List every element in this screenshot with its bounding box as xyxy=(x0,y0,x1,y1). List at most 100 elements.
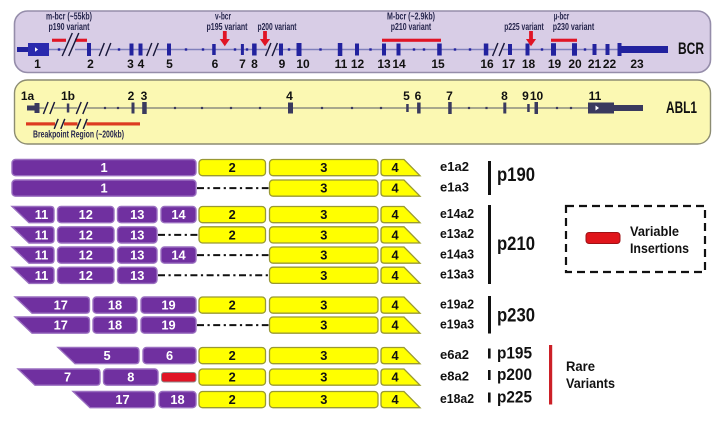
svg-text:19: 19 xyxy=(161,318,175,333)
svg-text:11: 11 xyxy=(589,89,602,103)
svg-text:µ-bcr: µ-bcr xyxy=(554,12,570,23)
svg-text:4: 4 xyxy=(391,392,399,407)
svg-text:18: 18 xyxy=(522,57,536,71)
svg-text:3: 3 xyxy=(127,57,134,71)
svg-text:e14a3: e14a3 xyxy=(440,246,474,261)
svg-text:4: 4 xyxy=(138,57,145,71)
svg-text:7: 7 xyxy=(64,370,71,385)
svg-text:15: 15 xyxy=(431,57,445,71)
svg-text:17: 17 xyxy=(54,298,68,313)
svg-text:2: 2 xyxy=(229,227,236,242)
svg-text:16: 16 xyxy=(480,57,494,71)
svg-text:4: 4 xyxy=(391,181,399,196)
svg-text:2: 2 xyxy=(229,207,236,222)
svg-text:ABL1: ABL1 xyxy=(666,99,697,117)
svg-text:e13a3: e13a3 xyxy=(440,267,474,282)
svg-text:8: 8 xyxy=(127,370,134,385)
svg-text:9: 9 xyxy=(522,89,529,103)
svg-text:19: 19 xyxy=(161,298,175,313)
svg-text:v-bcr: v-bcr xyxy=(215,12,231,23)
svg-text:4: 4 xyxy=(391,370,399,385)
svg-text:4: 4 xyxy=(391,207,399,222)
svg-text:17: 17 xyxy=(502,57,516,71)
svg-text:1b: 1b xyxy=(61,89,75,103)
svg-text:23: 23 xyxy=(630,57,644,71)
svg-text:20: 20 xyxy=(568,57,582,71)
svg-text:14: 14 xyxy=(171,207,186,222)
svg-text:13: 13 xyxy=(130,227,144,242)
svg-text:p230: p230 xyxy=(497,306,535,327)
svg-text:5: 5 xyxy=(166,57,173,71)
svg-text:p210: p210 xyxy=(497,234,535,255)
svg-text:Variable: Variable xyxy=(630,224,679,239)
svg-text:e6a2: e6a2 xyxy=(440,347,469,362)
svg-text:3: 3 xyxy=(320,181,327,196)
svg-text:22: 22 xyxy=(603,57,617,71)
svg-text:12: 12 xyxy=(79,268,93,283)
svg-text:8: 8 xyxy=(501,89,508,103)
svg-text:3: 3 xyxy=(320,370,327,385)
svg-text:3: 3 xyxy=(320,348,327,363)
svg-text:3: 3 xyxy=(320,248,327,263)
svg-text:10: 10 xyxy=(530,89,544,103)
svg-text:5: 5 xyxy=(103,348,110,363)
svg-text:3: 3 xyxy=(320,268,327,283)
svg-text:13: 13 xyxy=(130,248,144,263)
svg-text:13: 13 xyxy=(130,268,144,283)
svg-text:6: 6 xyxy=(415,89,422,103)
svg-text:e13a2: e13a2 xyxy=(440,226,474,241)
svg-text:19: 19 xyxy=(548,57,562,71)
svg-text:4: 4 xyxy=(391,248,399,263)
svg-text:p200: p200 xyxy=(497,365,532,384)
svg-text:1: 1 xyxy=(34,57,41,71)
svg-text:e8a2: e8a2 xyxy=(440,368,469,383)
svg-text:p190 variant: p190 variant xyxy=(49,22,91,33)
svg-text:10: 10 xyxy=(296,57,310,71)
svg-text:18: 18 xyxy=(108,298,122,313)
svg-text:18: 18 xyxy=(108,318,122,333)
svg-text:4: 4 xyxy=(391,298,399,313)
svg-text:M-bcr (~2.9kb): M-bcr (~2.9kb) xyxy=(387,12,435,23)
svg-text:4: 4 xyxy=(391,268,399,283)
svg-text:e18a2: e18a2 xyxy=(440,391,474,406)
svg-text:3: 3 xyxy=(320,392,327,407)
svg-text:4: 4 xyxy=(286,89,293,103)
svg-text:18: 18 xyxy=(170,392,184,407)
svg-text:17: 17 xyxy=(115,392,129,407)
svg-text:p200 variant: p200 variant xyxy=(258,22,297,33)
svg-text:13: 13 xyxy=(130,207,144,222)
svg-text:1: 1 xyxy=(100,181,107,196)
svg-text:12: 12 xyxy=(79,227,93,242)
svg-text:2: 2 xyxy=(229,392,236,407)
svg-text:p225 variant: p225 variant xyxy=(504,22,544,33)
svg-text:7: 7 xyxy=(239,57,246,71)
svg-text:21: 21 xyxy=(588,57,602,71)
svg-text:11: 11 xyxy=(335,57,348,71)
svg-text:p225: p225 xyxy=(497,388,532,407)
svg-text:2: 2 xyxy=(229,348,236,363)
svg-text:12: 12 xyxy=(79,207,93,222)
svg-text:14: 14 xyxy=(171,248,186,263)
svg-text:17: 17 xyxy=(54,318,68,333)
svg-text:p195 variant: p195 variant xyxy=(207,22,249,33)
svg-text:Breakpoint Region (~200kb): Breakpoint Region (~200kb) xyxy=(33,130,124,141)
svg-text:p230 variant: p230 variant xyxy=(553,22,595,33)
svg-text:3: 3 xyxy=(320,227,327,242)
svg-text:BCR: BCR xyxy=(678,40,704,58)
svg-text:12: 12 xyxy=(351,57,365,71)
svg-text:2: 2 xyxy=(229,160,236,175)
svg-text:m-bcr (~55kb): m-bcr (~55kb) xyxy=(46,12,92,23)
svg-text:1a: 1a xyxy=(21,89,35,103)
svg-text:3: 3 xyxy=(320,160,327,175)
svg-text:2: 2 xyxy=(229,298,236,313)
svg-text:6: 6 xyxy=(212,57,219,71)
svg-text:2: 2 xyxy=(128,89,135,103)
svg-text:13: 13 xyxy=(377,57,391,71)
svg-text:11: 11 xyxy=(35,207,49,222)
svg-text:5: 5 xyxy=(403,89,410,103)
svg-text:2: 2 xyxy=(87,57,94,71)
svg-text:Rare: Rare xyxy=(566,359,595,374)
svg-text:11: 11 xyxy=(35,227,49,242)
svg-text:Insertions: Insertions xyxy=(630,241,689,256)
svg-text:3: 3 xyxy=(320,318,327,333)
